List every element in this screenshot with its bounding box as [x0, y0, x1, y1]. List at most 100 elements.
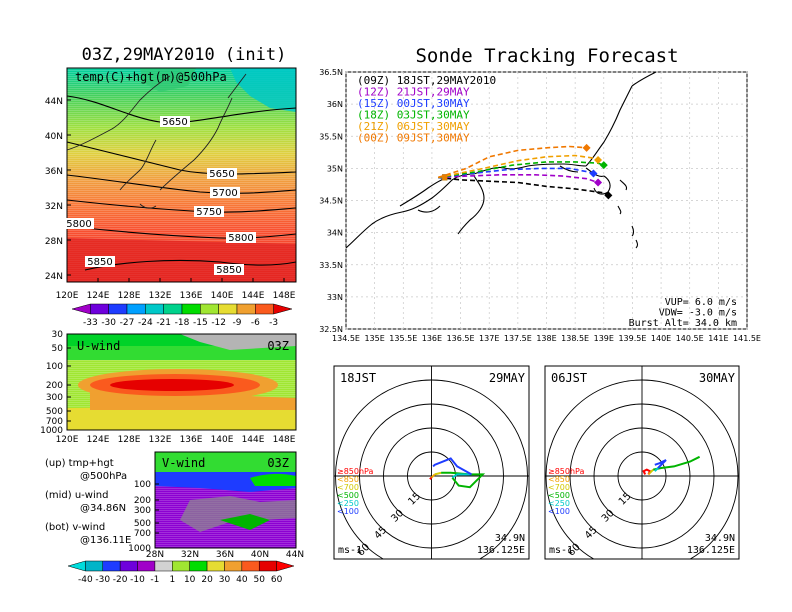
hodograph-lat-label: 34.9N [495, 533, 525, 544]
wind-colorbar-tick: 60 [271, 575, 283, 585]
hodograph-date-label: 30MAY [699, 371, 736, 385]
uwind-pressure-tick: 30 [52, 330, 64, 340]
hodograph-segment [654, 459, 667, 469]
hodograph-legend-entry: ≥850hPa [337, 467, 374, 476]
tracking-lat-tick: 34.5N [319, 197, 343, 206]
colorbar-tick: -21 [156, 318, 171, 328]
tracking-lat-tick: 35N [327, 164, 343, 173]
wind-colorbar-tick: -30 [95, 575, 110, 585]
sonde-landing-marker [594, 178, 603, 187]
uwind-lon-tick: 128E [118, 435, 141, 445]
wind-colorbar-tick: -20 [113, 575, 128, 585]
colorbar-tick: -6 [251, 318, 260, 328]
note-line2: @136.11E [80, 535, 131, 546]
sonde-landing-marker [599, 161, 608, 170]
hodograph-legend-entry: <700 [548, 483, 570, 492]
note-line1: (mid) u-wind [45, 490, 108, 501]
sonde-landing-marker [594, 156, 603, 165]
hodograph-segment [647, 472, 651, 476]
sonde-track-line [438, 174, 599, 184]
colorbar-tick: -9 [233, 318, 242, 328]
wind-colorbar-swatch [85, 560, 104, 572]
sonde-landing-marker [582, 143, 591, 152]
vwind-lat-tick: 28N [146, 550, 164, 560]
contour-label: 5800 [228, 233, 253, 244]
hodograph-legend-entry: <250 [548, 499, 570, 508]
tracking-lon-tick: 140.5E [676, 334, 704, 343]
hodograph-rings [334, 366, 529, 559]
vwind-lat-tick: 44N [286, 550, 304, 560]
wind-colorbar-swatch [102, 560, 121, 572]
vwind-lat-ticks: 28N 32N 36N 40N 44N [146, 550, 304, 560]
hodograph-legend-entry: <500 [548, 491, 570, 500]
wind-colorbar-tick: -40 [78, 575, 93, 585]
colorbar-tick: -3 [269, 318, 278, 328]
hodograph-time-label: 06JST [551, 371, 587, 385]
contour-label: 5800 [66, 219, 91, 230]
uwind-lon-tick: 124E [87, 435, 110, 445]
wind-colorbar-tick: 30 [219, 575, 231, 585]
vwind-pressure-tick: 700 [134, 529, 151, 539]
tracking-lat-tick: 35.5N [319, 132, 343, 141]
colorbar-tick: -33 [83, 318, 98, 328]
hodograph-segment [434, 471, 442, 476]
map500-lat-tick: 32N [45, 202, 63, 212]
tracking-lon-tick: 136.5E [447, 334, 475, 343]
sonde-track-line [437, 145, 587, 179]
sonde-landing-marker [604, 191, 613, 200]
vwind-pressure-tick: 1000 [128, 544, 151, 554]
map500-lon-ticks: 120E 124E 128E 132E 136E 140E 144E 148E [56, 278, 296, 301]
hodograph-segment [649, 468, 654, 474]
vwind-pressure-tick: 100 [134, 480, 151, 490]
tracking-lat-tick: 33.5N [319, 261, 343, 270]
tracking-lat-tick: 36.5N [319, 68, 343, 77]
hodograph-legend-entry: <850 [548, 475, 570, 484]
uwind-lon-tick: 132E [149, 435, 172, 445]
vwind-pressure-tick: 300 [134, 506, 151, 516]
hodograph-segment [430, 473, 436, 479]
uwind-pressure-tick: 300 [46, 393, 63, 403]
tracking-legend-entry: (09Z) 18JST,29MAY2010 [357, 74, 496, 87]
contour-label: 5650 [209, 169, 234, 180]
wind-colorbar-swatch [224, 560, 243, 572]
tracking-legend-entry: (12Z) 21JST,29MAY [357, 86, 470, 99]
map500-lat-tick: 24N [45, 272, 63, 282]
colorbar-swatch [273, 303, 293, 315]
tracking-annotation: Burst Alt= 34.0 km [629, 318, 737, 329]
vwind-label: V-wind [162, 456, 205, 470]
uwind-time-label: 03Z [267, 339, 289, 353]
colorbar-swatch [90, 303, 109, 315]
tracking-legend-entry: (18Z) 03JST,30MAY [357, 109, 470, 122]
sonde-tracks [437, 143, 613, 200]
colorbar-swatch [71, 303, 91, 315]
tracking-lat-tick: 33N [327, 293, 343, 302]
tracking-lat-tick: 36N [327, 100, 343, 109]
map500-lon-tick: 120E [56, 291, 79, 301]
tracking-lat-tick: 34N [327, 229, 343, 238]
hodograph-date-label: 29MAY [489, 371, 526, 385]
wind-colorbar-swatch [172, 560, 190, 572]
colorbar-tick: -27 [120, 318, 135, 328]
hodograph-segment [451, 473, 472, 479]
wind-colorbar-tick: 10 [184, 575, 196, 585]
wind-colorbar-tick: 20 [201, 575, 213, 585]
wind-colorbar-swatch [258, 560, 277, 572]
right-title: Sonde Tracking Forecast [415, 45, 678, 67]
wind-colorbar-tick: 1 [169, 575, 175, 585]
wind-colorbar-swatch [67, 560, 86, 572]
hodograph-segment [654, 467, 659, 472]
tracking-lon-ticks: 134.5E 135E 135.5E 136E 136.5E 137E 137.5E 138E… [332, 334, 761, 343]
hodograph-legend-entry: <500 [337, 491, 359, 500]
wind-colorbar-swatch [154, 560, 173, 572]
hodograph-unit-label: ms-1 [549, 545, 573, 556]
note-line1: (up) tmp+hgt [45, 458, 114, 469]
map500-lon-tick: 124E [87, 291, 110, 301]
map500-lat-tick: 40N [45, 132, 63, 142]
uwind-lon-tick: 136E [180, 435, 203, 445]
map500-lat-ticks: 44N 40N 36N 32N 28N 24N [45, 97, 71, 282]
wind-colorbar-swatch [206, 560, 225, 572]
